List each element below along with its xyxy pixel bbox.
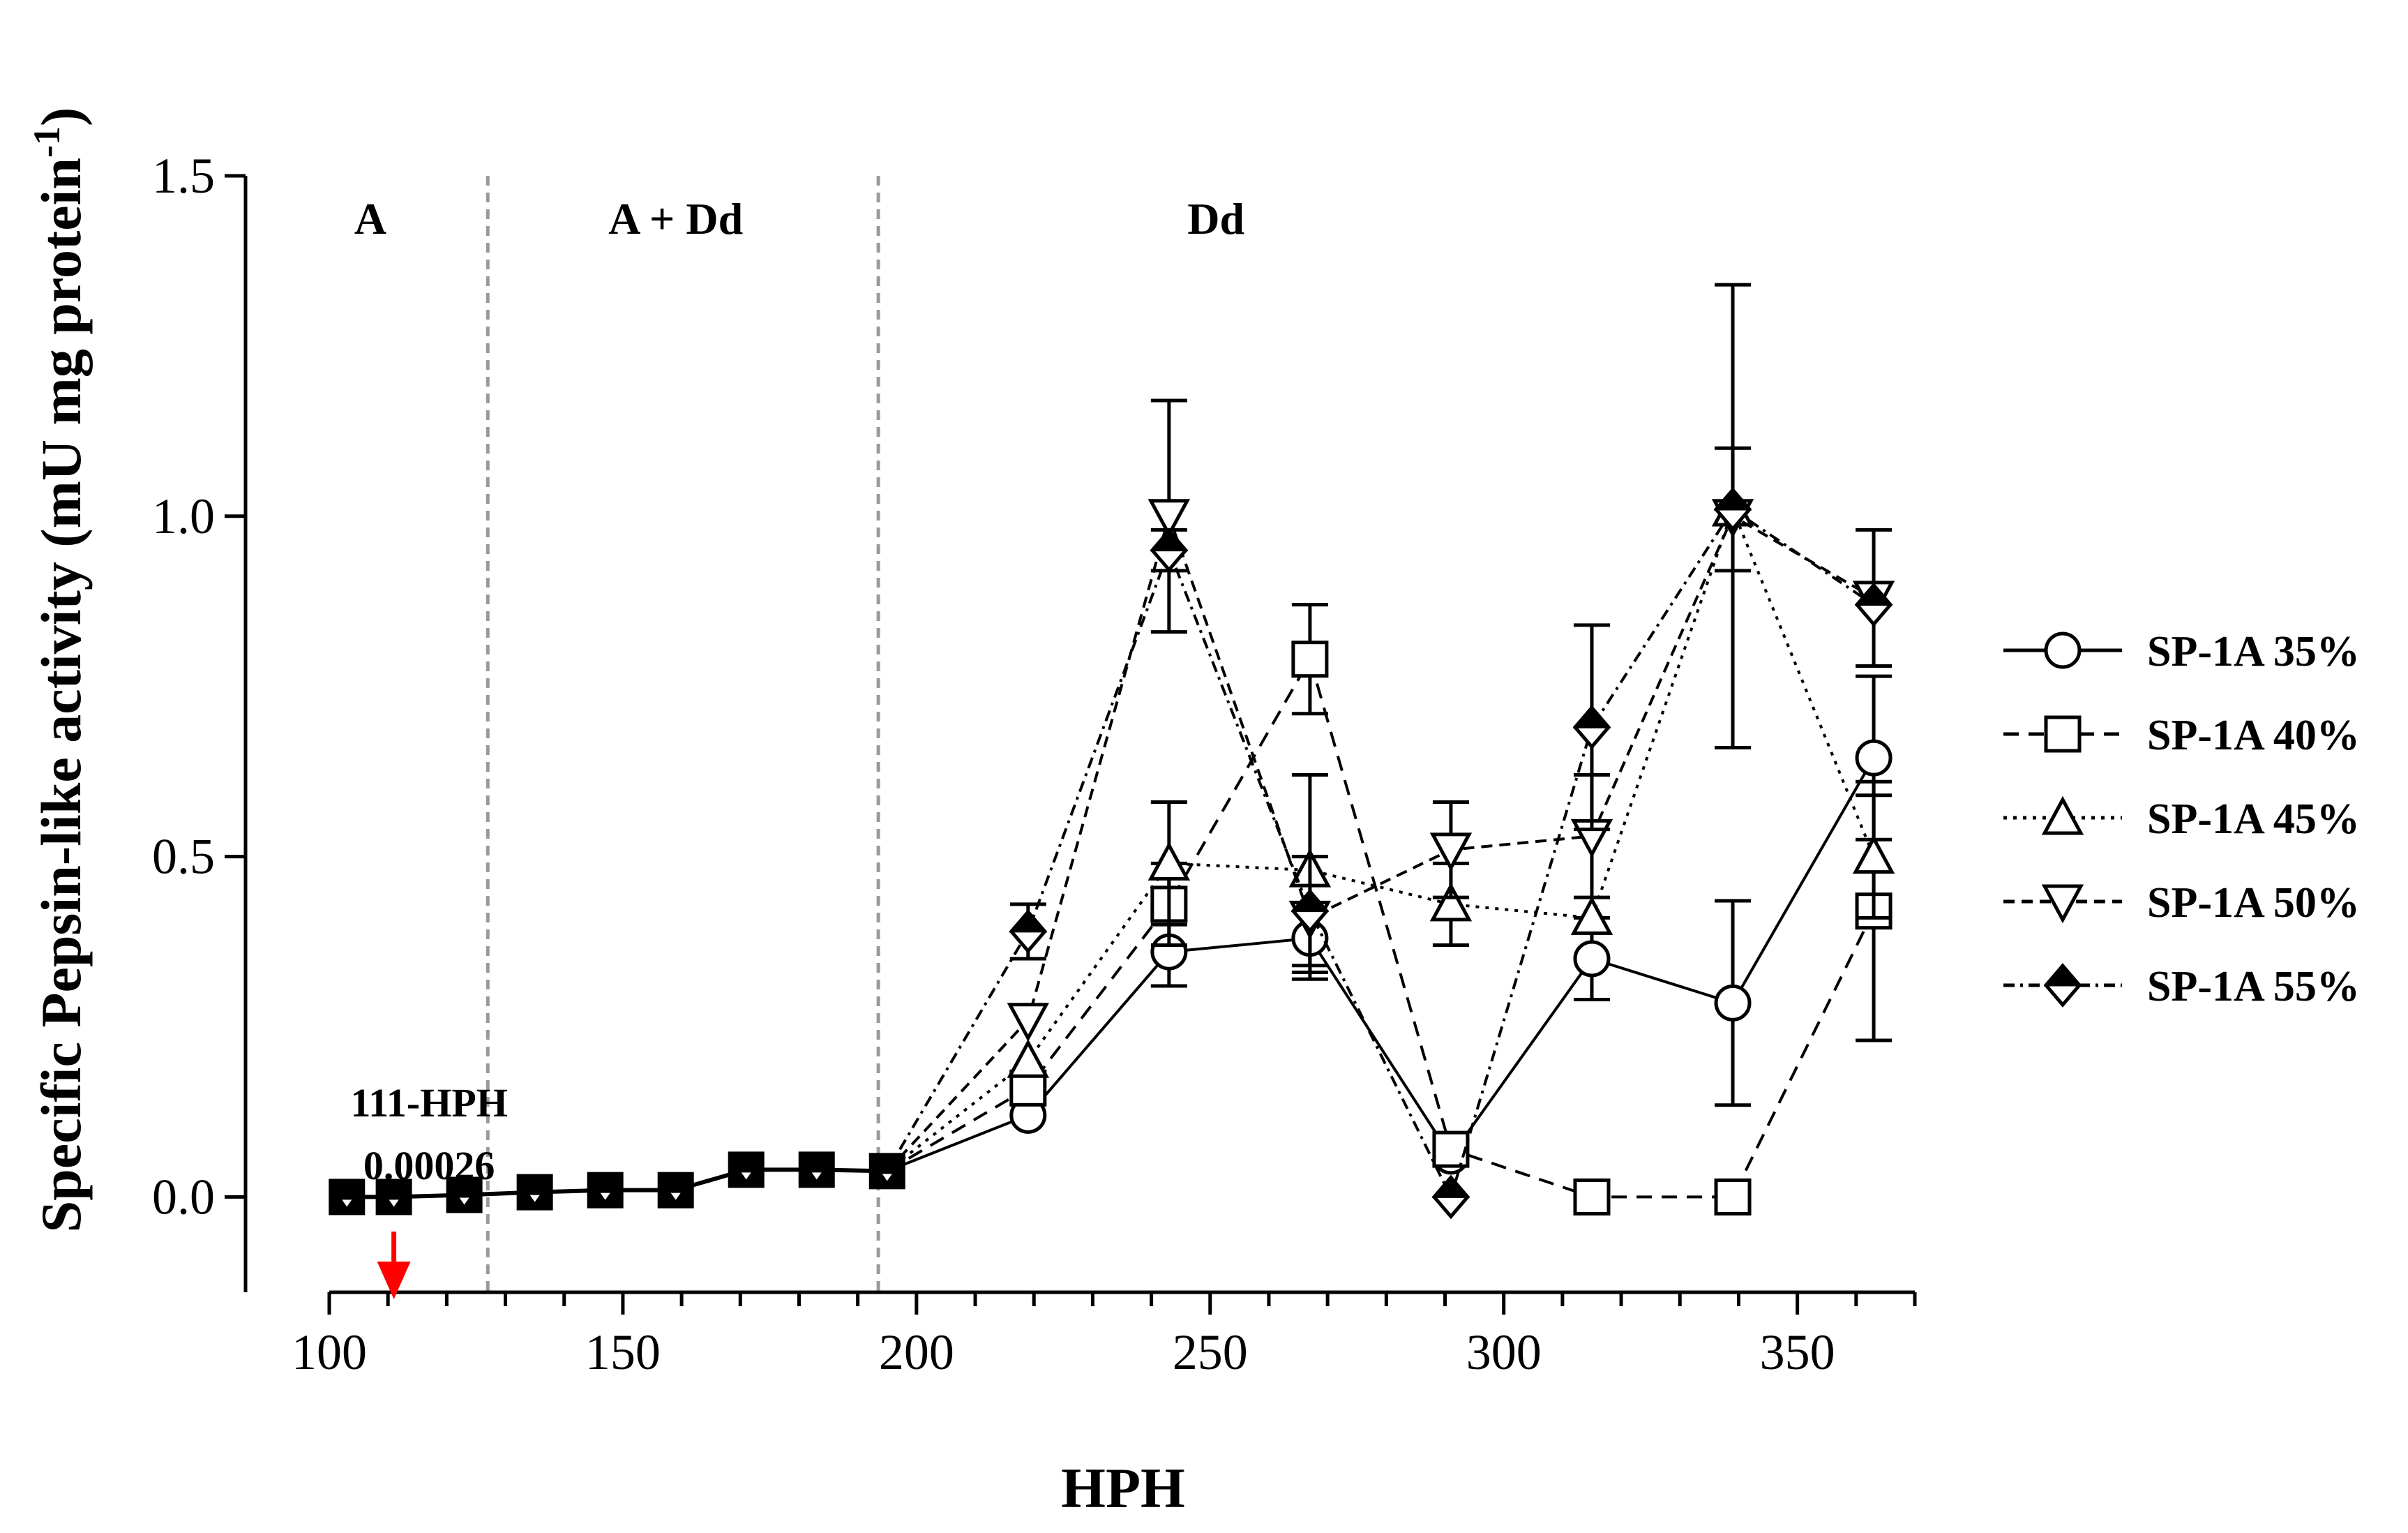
early-phase-marker-triangle bbox=[600, 1192, 610, 1200]
legend-marker-circle bbox=[2044, 631, 2082, 669]
series-line bbox=[886, 655, 1875, 1199]
annotation-group: 111-HPH 0.00026 bbox=[350, 1080, 508, 1299]
series-square bbox=[886, 603, 1892, 1216]
axes bbox=[243, 176, 1915, 1294]
data-point-fill bbox=[1572, 705, 1611, 728]
series-group bbox=[329, 283, 1895, 1220]
series-line bbox=[887, 757, 1875, 1173]
y-tick-label: 0.5 bbox=[152, 829, 215, 885]
data-point bbox=[1573, 1178, 1611, 1216]
x-tick-label: 300 bbox=[1466, 1324, 1542, 1380]
x-tick-label: 100 bbox=[292, 1324, 367, 1380]
early-phase-marker bbox=[798, 1151, 835, 1188]
legend: SP-1A 35% SP-1A 40% SP-1A 45% SP-1A 50% SP-1… bbox=[2003, 628, 2360, 1010]
y-tick-label: 0.0 bbox=[152, 1169, 215, 1225]
y-axis-title-main: Specific Pepsin-like activity (mU mg pro… bbox=[29, 158, 93, 1232]
early-phase-marker-triangle bbox=[459, 1197, 469, 1205]
x-tick-label: 200 bbox=[879, 1324, 954, 1380]
early-phase-marker bbox=[329, 1179, 366, 1216]
data-point-fill bbox=[1009, 910, 1048, 933]
data-point bbox=[1147, 842, 1191, 881]
early-phase-marker-triangle bbox=[389, 1199, 399, 1207]
data-point bbox=[1570, 896, 1613, 935]
legend-marker-triangle-up bbox=[2041, 795, 2084, 835]
data-point-fill bbox=[1713, 488, 1752, 511]
x-tick-label: 250 bbox=[1173, 1324, 1248, 1380]
early-phase-marker bbox=[728, 1151, 765, 1188]
early-phase-marker bbox=[375, 1179, 412, 1216]
early-phase-marker bbox=[657, 1172, 694, 1209]
data-point bbox=[1429, 832, 1473, 872]
y-axis-title-superscript: -1 bbox=[26, 126, 68, 158]
y-axis-title-close: ) bbox=[29, 107, 93, 126]
series-line bbox=[886, 507, 1875, 1201]
early-phase-marker bbox=[587, 1172, 624, 1209]
region-label: A bbox=[354, 194, 386, 244]
early-phase-marker bbox=[446, 1176, 483, 1213]
red-arrow-head-icon bbox=[377, 1262, 411, 1299]
annotation-value-label: 0.00026 bbox=[363, 1143, 495, 1188]
data-point bbox=[1855, 739, 1892, 777]
early-phase-marker-triangle bbox=[882, 1174, 892, 1181]
y-ticks: 0.0 0.5 1.0 1.5 bbox=[152, 148, 246, 1225]
y-tick-label: 1.5 bbox=[152, 148, 215, 204]
legend-label: SP-1A 35% bbox=[2147, 628, 2360, 675]
region-label: Dd bbox=[1187, 194, 1244, 244]
data-point bbox=[1852, 835, 1895, 874]
x-axis-title: HPH bbox=[1061, 1456, 1185, 1520]
legend-label: SP-1A 50% bbox=[2147, 879, 2360, 927]
data-point bbox=[1573, 940, 1611, 978]
data-point bbox=[1714, 984, 1752, 1022]
series-diamond bbox=[886, 487, 1893, 1220]
x-tick-label: 150 bbox=[585, 1324, 661, 1380]
legend-label: SP-1A 55% bbox=[2147, 963, 2360, 1010]
legend-label: SP-1A 45% bbox=[2147, 795, 2360, 843]
early-phase-marker-triangle bbox=[670, 1192, 681, 1200]
series-triangle-down bbox=[886, 283, 1895, 1172]
early-phase-marker bbox=[516, 1174, 553, 1211]
legend-marker-triangle-down bbox=[2041, 884, 2084, 924]
x-ticks: 100 150 200 250 300 350 bbox=[292, 1292, 1917, 1380]
data-point bbox=[1147, 499, 1191, 539]
data-point-fill bbox=[1290, 890, 1330, 913]
legend-marker-square bbox=[2044, 715, 2082, 753]
data-point bbox=[1007, 1003, 1050, 1042]
data-point-fill bbox=[1854, 583, 1893, 606]
data-point-fill bbox=[1431, 1176, 1470, 1198]
early-phase-marker-triangle bbox=[741, 1172, 751, 1180]
data-point bbox=[1007, 1039, 1050, 1078]
data-point bbox=[1291, 641, 1329, 678]
data-point bbox=[1429, 882, 1473, 922]
annotation-hph-label: 111-HPH bbox=[350, 1080, 508, 1126]
early-phase-series bbox=[329, 1151, 905, 1216]
series-line bbox=[886, 505, 1875, 1172]
early-phase-marker-triangle bbox=[811, 1172, 822, 1180]
y-axis-title: Specific Pepsin-like activity (mU mg pro… bbox=[26, 107, 93, 1233]
early-phase-marker-triangle bbox=[529, 1195, 540, 1202]
early-phase-marker-triangle bbox=[342, 1199, 352, 1207]
legend-marker-diamond-fill bbox=[2043, 964, 2082, 987]
legend-label: SP-1A 40% bbox=[2147, 712, 2360, 759]
y-tick-label: 1.0 bbox=[152, 488, 215, 544]
region-labels: A A + Dd Dd bbox=[354, 194, 1244, 244]
data-point bbox=[1714, 1178, 1752, 1216]
data-point bbox=[1432, 1130, 1470, 1168]
region-label: A + Dd bbox=[608, 194, 743, 244]
x-tick-label: 350 bbox=[1760, 1324, 1835, 1380]
phase-dividers bbox=[486, 176, 880, 1292]
series-line bbox=[886, 511, 1875, 1172]
data-point-fill bbox=[1150, 529, 1189, 552]
